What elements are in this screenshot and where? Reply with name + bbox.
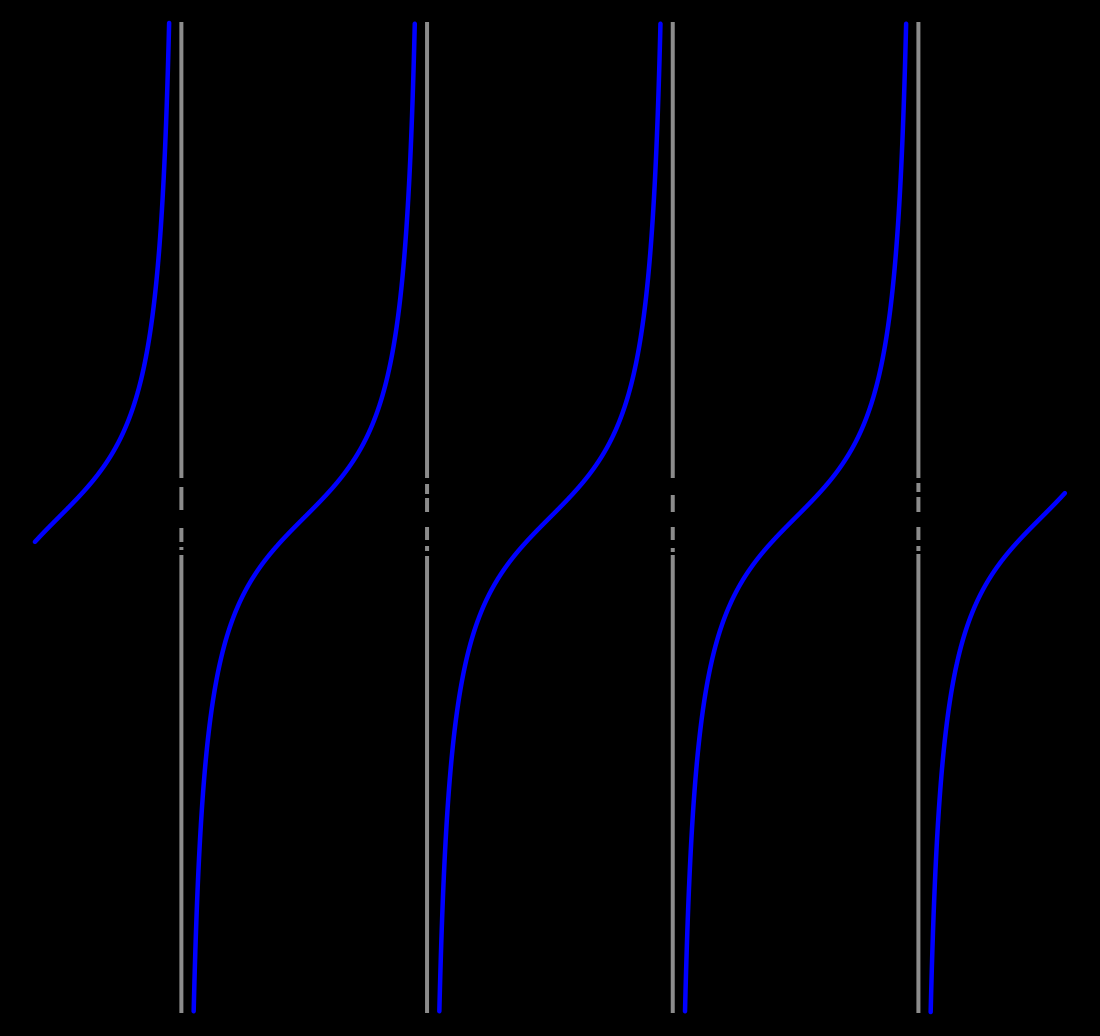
occlusion-mark (670, 552, 676, 555)
occlusion-mark (178, 550, 184, 555)
occlusion-mark (178, 542, 184, 547)
tangent-curve-layer (32, 20, 1068, 1015)
occlusion-mark (670, 512, 676, 527)
occlusion-mark (424, 512, 430, 527)
occlusion-mark (670, 540, 676, 548)
occlusion-marks-layer (178, 478, 921, 556)
tangent-curve-branch (682, 21, 909, 1014)
occlusion-mark (915, 551, 921, 554)
occlusion-mark (915, 492, 921, 497)
occlusion-mark (178, 478, 184, 487)
tangent-curve-branch (928, 490, 1068, 1015)
tangent-curve-branch (191, 21, 418, 1014)
occlusion-mark (915, 540, 921, 546)
occlusion-mark (670, 478, 676, 495)
occlusion-mark (424, 551, 430, 556)
tangent-curve-branch (32, 20, 172, 545)
occlusion-mark (424, 494, 430, 498)
occlusion-mark (424, 540, 430, 546)
occlusion-mark (178, 510, 184, 528)
occlusion-mark (915, 512, 921, 527)
occlusion-mark (424, 478, 430, 484)
occlusion-mark (915, 478, 921, 483)
tangent-curve-branch (437, 21, 663, 1014)
